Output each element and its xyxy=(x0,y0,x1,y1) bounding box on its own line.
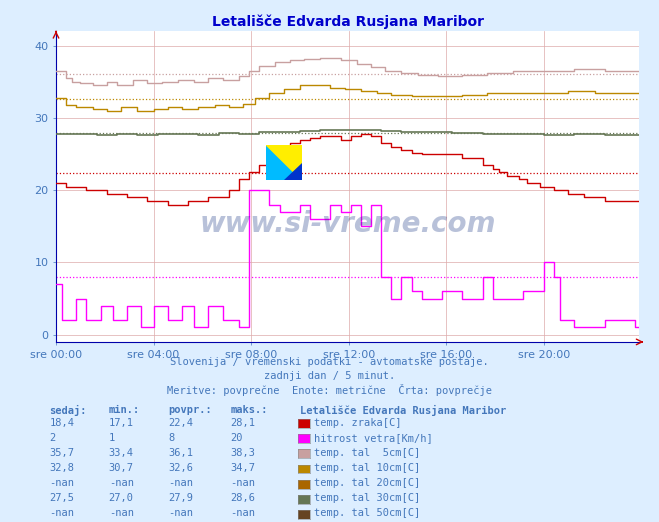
Polygon shape xyxy=(266,145,302,181)
Text: 30,7: 30,7 xyxy=(109,463,134,473)
Text: temp. tal 30cm[C]: temp. tal 30cm[C] xyxy=(314,493,420,503)
Text: 32,6: 32,6 xyxy=(168,463,193,473)
Text: 33,4: 33,4 xyxy=(109,448,134,458)
Text: temp. tal 50cm[C]: temp. tal 50cm[C] xyxy=(314,508,420,518)
Text: 8: 8 xyxy=(168,433,174,443)
Text: temp. tal  5cm[C]: temp. tal 5cm[C] xyxy=(314,448,420,458)
Text: 35,7: 35,7 xyxy=(49,448,74,458)
Text: sedaj:: sedaj: xyxy=(49,405,87,416)
Text: 18,4: 18,4 xyxy=(49,418,74,428)
Text: 32,8: 32,8 xyxy=(49,463,74,473)
Text: -nan: -nan xyxy=(168,508,193,518)
Text: 36,1: 36,1 xyxy=(168,448,193,458)
Text: 27,9: 27,9 xyxy=(168,493,193,503)
Text: 17,1: 17,1 xyxy=(109,418,134,428)
Text: 38,3: 38,3 xyxy=(231,448,256,458)
Text: zadnji dan / 5 minut.: zadnji dan / 5 minut. xyxy=(264,371,395,381)
Text: -nan: -nan xyxy=(168,478,193,488)
Text: -nan: -nan xyxy=(49,478,74,488)
Text: 28,6: 28,6 xyxy=(231,493,256,503)
Text: Slovenija / vremenski podatki - avtomatske postaje.: Slovenija / vremenski podatki - avtomats… xyxy=(170,357,489,367)
Text: 2: 2 xyxy=(49,433,55,443)
Text: temp. tal 10cm[C]: temp. tal 10cm[C] xyxy=(314,463,420,473)
Text: 22,4: 22,4 xyxy=(168,418,193,428)
Text: -nan: -nan xyxy=(231,508,256,518)
Text: temp. tal 20cm[C]: temp. tal 20cm[C] xyxy=(314,478,420,488)
Text: povpr.:: povpr.: xyxy=(168,405,212,414)
Text: maks.:: maks.: xyxy=(231,405,268,414)
Text: Letališče Edvarda Rusjana Maribor: Letališče Edvarda Rusjana Maribor xyxy=(300,405,506,416)
Text: temp. zraka[C]: temp. zraka[C] xyxy=(314,418,401,428)
Title: Letališče Edvarda Rusjana Maribor: Letališče Edvarda Rusjana Maribor xyxy=(212,14,484,29)
Text: -nan: -nan xyxy=(49,508,74,518)
Text: -nan: -nan xyxy=(109,508,134,518)
Text: www.si-vreme.com: www.si-vreme.com xyxy=(200,210,496,238)
Text: 20: 20 xyxy=(231,433,243,443)
Text: 34,7: 34,7 xyxy=(231,463,256,473)
Text: -nan: -nan xyxy=(231,478,256,488)
Text: 28,1: 28,1 xyxy=(231,418,256,428)
Text: Meritve: povprečne  Enote: metrične  Črta: povprečje: Meritve: povprečne Enote: metrične Črta:… xyxy=(167,384,492,396)
Text: 1: 1 xyxy=(109,433,115,443)
Text: -nan: -nan xyxy=(109,478,134,488)
Text: 27,0: 27,0 xyxy=(109,493,134,503)
Text: 27,5: 27,5 xyxy=(49,493,74,503)
Text: hitrost vetra[Km/h]: hitrost vetra[Km/h] xyxy=(314,433,432,443)
Text: min.:: min.: xyxy=(109,405,140,414)
Polygon shape xyxy=(284,162,302,181)
